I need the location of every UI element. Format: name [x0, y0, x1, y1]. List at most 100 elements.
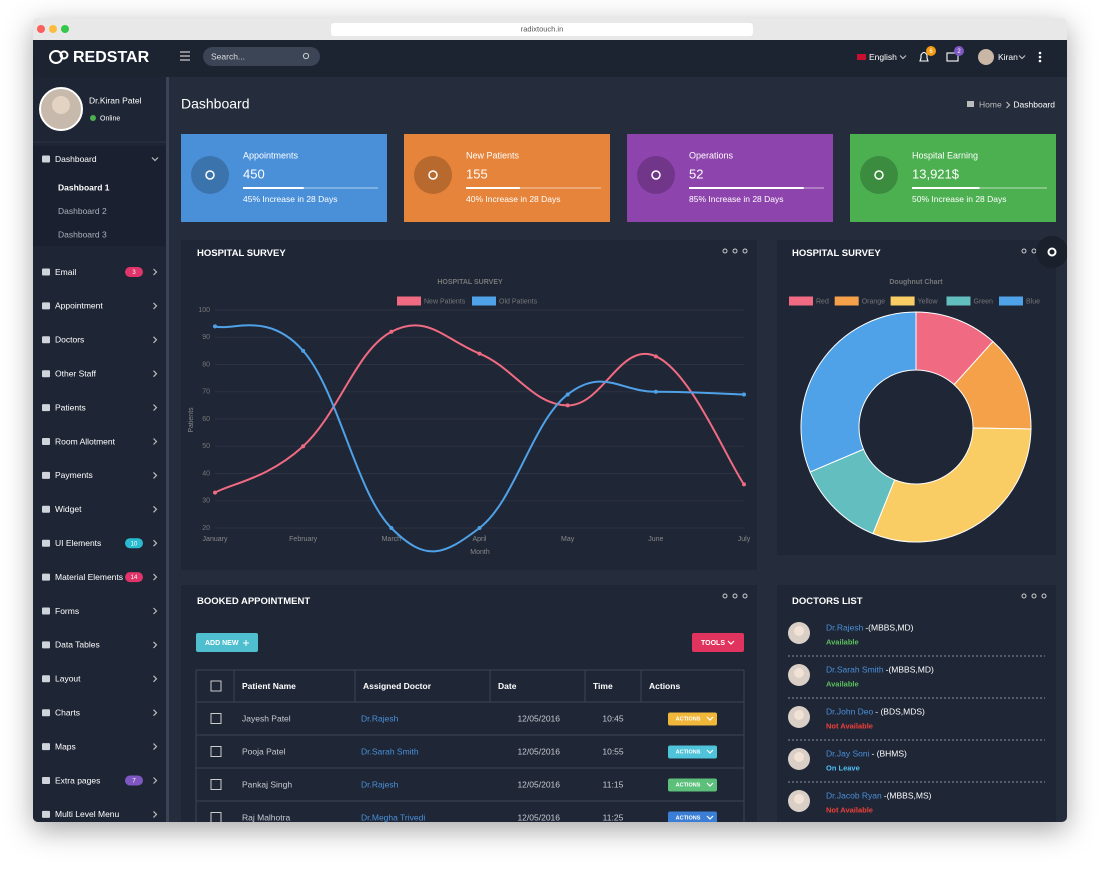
- checkbox[interactable]: [210, 713, 222, 724]
- url: radixtouch.in: [521, 24, 564, 33]
- legend-swatch: [397, 296, 421, 306]
- doctor-degree: - (BHMS): [871, 749, 907, 759]
- doctor-degree: - (BDS,MDS): [875, 707, 925, 717]
- card-progress: [466, 187, 520, 189]
- checkbox[interactable]: [210, 680, 222, 692]
- menu-item[interactable]: Appointment: [55, 301, 103, 311]
- card-progress: [912, 187, 980, 189]
- menu-badge: [125, 775, 143, 786]
- settings-button[interactable]: [1036, 236, 1067, 268]
- doctor-name[interactable]: Dr.Jacob Ryan: [826, 791, 882, 801]
- checkbox[interactable]: [210, 812, 222, 823]
- tools-button[interactable]: [692, 633, 744, 652]
- legend-swatch: [834, 296, 859, 306]
- menu-item[interactable]: Other Staff: [55, 368, 97, 378]
- add-button-label: ADD NEW: [205, 640, 239, 647]
- menu-item[interactable]: Extra pages: [55, 775, 100, 785]
- add-icon: [243, 640, 249, 646]
- doctor-name[interactable]: Dr.Rajesh: [826, 623, 864, 633]
- profile-status: Online: [100, 115, 120, 122]
- data-point: [565, 403, 570, 408]
- menu-item[interactable]: Patients: [55, 402, 86, 412]
- notification-bell: [919, 51, 929, 62]
- checkbox[interactable]: [210, 779, 222, 790]
- x-tick-label: July: [738, 536, 751, 543]
- card-icon: [191, 156, 229, 194]
- menu-item[interactable]: Room Allotment: [55, 436, 116, 446]
- message-badge: [954, 46, 964, 56]
- doctor-name[interactable]: Dr.Jay Soni: [826, 749, 870, 759]
- add-button[interactable]: [196, 633, 258, 652]
- card-progress-track: [466, 187, 601, 189]
- menu-item[interactable]: Layout: [55, 674, 81, 684]
- menu-arrow: [153, 675, 158, 683]
- menu-item[interactable]: Dashboard: [55, 154, 97, 164]
- doctor-link[interactable]: Dr.Rajesh: [361, 779, 399, 789]
- x-tick-label: June: [648, 536, 663, 543]
- checkbox[interactable]: [210, 746, 222, 757]
- y-tick-label: 80: [202, 361, 210, 368]
- y-tick-label: 30: [202, 498, 210, 505]
- actions-caret: [706, 815, 714, 820]
- actions-button[interactable]: [668, 811, 717, 823]
- data-point: [477, 526, 482, 530]
- menu-item[interactable]: Maps: [55, 741, 76, 751]
- menu-badge-count: 14: [131, 575, 138, 581]
- actions-caret: [706, 782, 714, 787]
- actions-button[interactable]: [668, 745, 717, 759]
- doctor-name-line: Dr.Jacob Ryan -(MBBS,MS): [826, 791, 932, 801]
- actions-button[interactable]: [668, 778, 717, 792]
- menu-icon: [42, 743, 50, 751]
- user-name[interactable]: Kiran: [998, 52, 1018, 62]
- doctor-degree: -(MBBS,MD): [886, 665, 934, 675]
- doctor-link[interactable]: Dr.Rajesh: [361, 713, 399, 723]
- doctor-link[interactable]: Dr.Sarah Smith: [361, 746, 419, 756]
- menu-badge-count: 10: [131, 541, 138, 547]
- tools-caret: [727, 640, 735, 645]
- doctor-avatar-face: [794, 626, 804, 636]
- x-tick-label: February: [289, 536, 318, 543]
- menu-badge: [125, 572, 143, 583]
- browser-window: radixtouch.in REDSTAR Search... English 6 2 Ki…: [33, 18, 1067, 822]
- language[interactable]: English: [869, 52, 897, 62]
- submenu-item[interactable]: Dashboard 2: [58, 206, 107, 216]
- menu-item[interactable]: Doctors: [55, 335, 84, 345]
- doctor-link[interactable]: Dr.Megha Trivedi: [361, 812, 425, 822]
- menu-arrow: [153, 268, 158, 276]
- actions-caret: [706, 716, 714, 721]
- submenu-item[interactable]: Dashboard 1: [58, 182, 110, 192]
- legend-label: New Patients: [424, 298, 466, 305]
- breadcrumb-item[interactable]: Home: [979, 99, 1002, 109]
- menu-arrow: [153, 641, 158, 649]
- x-tick-label: April: [472, 536, 486, 543]
- actions-label: ACTIONS: [676, 815, 701, 821]
- menu-item[interactable]: UI Elements: [55, 538, 101, 548]
- menu-item[interactable]: Forms: [55, 606, 79, 616]
- menu-icon: [42, 539, 50, 547]
- search-box[interactable]: [203, 47, 320, 66]
- menu-item[interactable]: Charts: [55, 707, 80, 717]
- appointment-date: 12/05/2016: [517, 779, 560, 789]
- menu-item[interactable]: Data Tables: [55, 640, 100, 650]
- menu-item[interactable]: Material Elements: [55, 572, 123, 582]
- menu-item[interactable]: Payments: [55, 470, 93, 480]
- menu-item[interactable]: Multi Level Menu: [55, 809, 120, 819]
- card-icon: [860, 156, 898, 194]
- doctor-name[interactable]: Dr.Sarah Smith: [826, 665, 884, 675]
- menu-item[interactable]: Email: [55, 267, 76, 277]
- url-box: [331, 23, 753, 36]
- search-icon: [302, 52, 310, 60]
- patient-name: Pankaj Singh: [242, 779, 292, 789]
- doctor-name[interactable]: Dr.John Deo: [826, 707, 874, 717]
- doughnut-slice: [872, 427, 1032, 543]
- more-menu: [1038, 51, 1042, 55]
- panel-tool: [1031, 593, 1037, 599]
- submenu-item[interactable]: Dashboard 3: [58, 229, 107, 239]
- doctor-avatar-face: [794, 752, 804, 762]
- panel-tool: [732, 248, 738, 254]
- doctor-name-line: Dr.Sarah Smith -(MBBS,MD): [826, 665, 934, 675]
- actions-button[interactable]: [668, 712, 717, 726]
- menu-item[interactable]: Widget: [55, 504, 82, 514]
- x-tick-label: January: [203, 536, 228, 543]
